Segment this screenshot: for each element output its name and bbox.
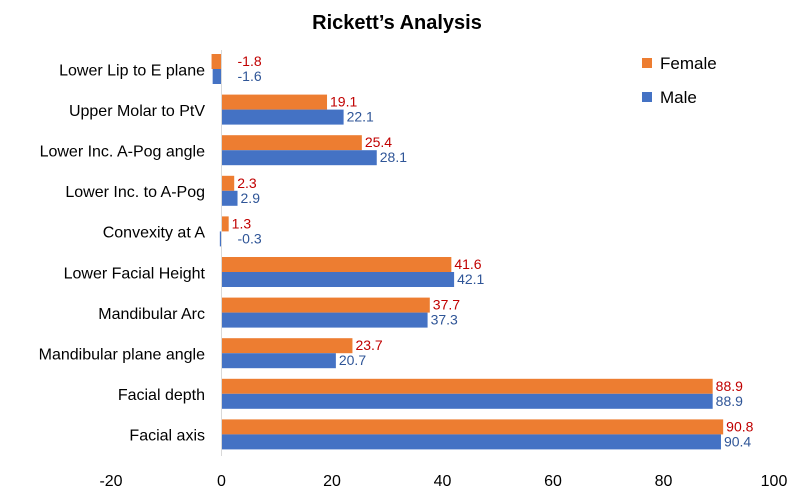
x-tick-label: 80 bbox=[655, 473, 673, 490]
value-label-male-mandibular-arc: 37.3 bbox=[431, 312, 458, 328]
x-tick-label: 60 bbox=[544, 473, 562, 490]
x-tick-label: -20 bbox=[99, 473, 122, 490]
bar-female-convexity-at-a bbox=[221, 216, 229, 232]
bar-male-lower-lip-to-e-plane bbox=[212, 69, 222, 84]
x-tick-label: 0 bbox=[217, 473, 226, 490]
bar-female-mandibular-plane-angle bbox=[221, 338, 353, 354]
bar-male-lower-facial-height bbox=[221, 272, 455, 287]
value-label-male-upper-molar-to-ptv: 22.1 bbox=[347, 109, 374, 125]
value-label-male-facial-depth: 88.9 bbox=[716, 393, 743, 409]
chart-title: Rickett’s Analysis bbox=[312, 12, 482, 34]
bar-male-mandibular-plane-angle bbox=[221, 353, 336, 369]
legend-label-female: Female bbox=[660, 54, 717, 73]
bar-male-lower-inc-a-pog-angle bbox=[221, 150, 377, 166]
value-label-female-lower-lip-to-e-plane: -1.8 bbox=[238, 53, 262, 69]
value-label-female-lower-inc-to-a-pog: 2.3 bbox=[237, 175, 257, 191]
bar-male-convexity-at-a bbox=[219, 231, 222, 247]
legend-swatch-female bbox=[642, 58, 652, 68]
bar-female-facial-axis bbox=[221, 419, 724, 435]
x-tick-label: 20 bbox=[323, 473, 341, 490]
category-label-mandibular-plane-angle: Mandibular plane angle bbox=[39, 347, 205, 364]
bar-female-lower-inc-to-a-pog bbox=[221, 175, 235, 191]
legend-swatch-male bbox=[642, 92, 652, 102]
value-label-female-upper-molar-to-ptv: 19.1 bbox=[330, 94, 357, 110]
legend-label-male: Male bbox=[660, 88, 697, 107]
value-label-female-mandibular-plane-angle: 23.7 bbox=[355, 337, 382, 353]
bar-female-lower-facial-height bbox=[221, 257, 452, 272]
bar-male-facial-axis bbox=[221, 434, 721, 450]
category-label-lower-lip-to-e-plane: Lower Lip to E plane bbox=[59, 62, 205, 79]
bar-male-upper-molar-to-ptv bbox=[221, 109, 344, 125]
bar-female-lower-lip-to-e-plane bbox=[211, 54, 222, 69]
category-label-facial-axis: Facial axis bbox=[129, 428, 205, 445]
category-label-upper-molar-to-ptv: Upper Molar to PtV bbox=[69, 103, 205, 120]
bar-male-facial-depth bbox=[221, 393, 713, 409]
x-axis-ticks: -20 0 20 40 60 80 100 bbox=[99, 473, 787, 490]
value-labels: -1.8-1.6 19.122.1 25.428.1 2.32.9 1.3-0.3 41.… bbox=[232, 53, 754, 449]
value-label-male-mandibular-plane-angle: 20.7 bbox=[339, 352, 366, 368]
value-label-female-lower-facial-height: 41.6 bbox=[454, 256, 481, 272]
x-tick-label: 40 bbox=[434, 473, 452, 490]
x-tick-label: 100 bbox=[761, 473, 788, 490]
value-label-female-facial-axis: 90.8 bbox=[726, 418, 753, 434]
category-label-lower-inc-to-a-pog: Lower Inc. to A-Pog bbox=[65, 184, 205, 201]
category-label-lower-facial-height: Lower Facial Height bbox=[64, 265, 206, 282]
value-label-male-lower-inc-a-pog-angle: 28.1 bbox=[380, 149, 407, 165]
value-label-female-lower-inc-a-pog-angle: 25.4 bbox=[365, 134, 392, 150]
value-label-male-convexity-at-a: -0.3 bbox=[238, 230, 262, 246]
value-label-male-lower-inc-to-a-pog: 2.9 bbox=[241, 190, 261, 206]
value-label-male-lower-lip-to-e-plane: -1.6 bbox=[238, 68, 262, 84]
category-label-facial-depth: Facial depth bbox=[118, 387, 205, 404]
category-label-mandibular-arc: Mandibular Arc bbox=[98, 306, 205, 323]
bar-female-upper-molar-to-ptv bbox=[221, 94, 328, 110]
value-label-female-mandibular-arc: 37.7 bbox=[433, 297, 460, 313]
bar-female-lower-inc-a-pog-angle bbox=[221, 135, 362, 151]
legend: Female Male bbox=[642, 54, 717, 107]
bar-female-mandibular-arc bbox=[221, 297, 430, 313]
category-labels: Lower Lip to E plane Upper Molar to PtV Lo… bbox=[39, 62, 206, 444]
value-label-female-facial-depth: 88.9 bbox=[716, 378, 743, 394]
category-label-convexity-at-a: Convexity at A bbox=[103, 225, 206, 242]
bar-male-lower-inc-to-a-pog bbox=[221, 190, 238, 206]
bar-male-mandibular-arc bbox=[221, 312, 428, 328]
value-label-male-lower-facial-height: 42.1 bbox=[457, 271, 484, 287]
category-label-lower-inc-a-pog-angle: Lower Inc. A-Pog angle bbox=[40, 144, 206, 161]
value-label-male-facial-axis: 90.4 bbox=[724, 433, 751, 449]
bars bbox=[211, 54, 724, 450]
value-label-female-convexity-at-a: 1.3 bbox=[232, 215, 252, 231]
bar-female-facial-depth bbox=[221, 378, 713, 394]
